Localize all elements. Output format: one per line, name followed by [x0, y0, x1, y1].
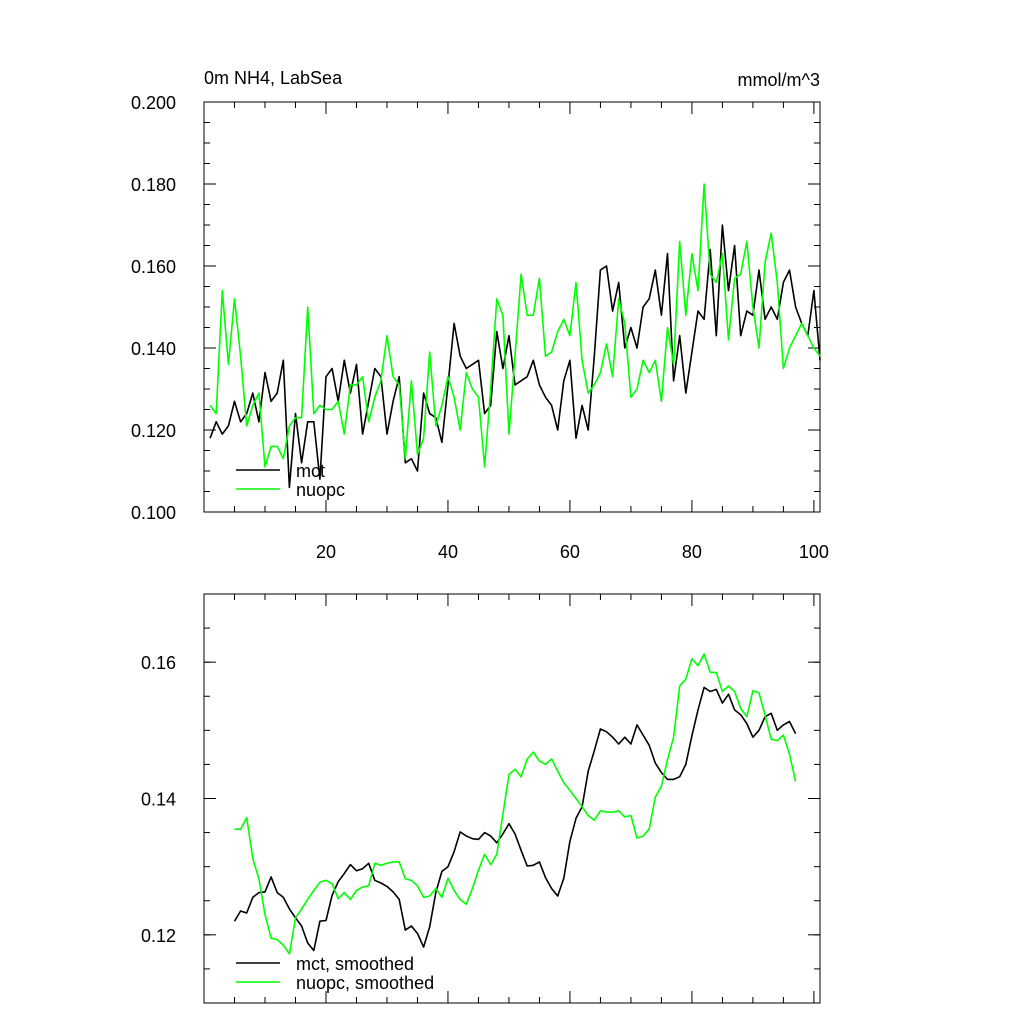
xtick-label: 60: [560, 542, 580, 562]
bottom-chart-ticks: 0.12 0.14 0.16: [141, 593, 820, 1004]
ytick-label: 0.100: [131, 503, 176, 523]
series-line-nuopc: [209, 183, 821, 468]
series-line-nuopc-smoothed: [234, 653, 797, 955]
ytick-label: 0.160: [131, 257, 176, 277]
ytick-label: 0.200: [131, 93, 176, 113]
xtick-label: 20: [316, 542, 336, 562]
legend-label-mct-smoothed: mct, smoothed: [296, 954, 414, 974]
ytick-label: 0.14: [141, 790, 176, 810]
top-chart-title: 0m NH4, LabSea: [204, 68, 343, 88]
xtick-label: 100: [799, 542, 829, 562]
xtick-label: 80: [682, 542, 702, 562]
legend-label-nuopc: nuopc: [296, 480, 345, 500]
legend-label-nuopc-smoothed: nuopc, smoothed: [296, 973, 434, 993]
top-chart-units: mmol/m^3: [738, 70, 820, 90]
ytick-label: 0.140: [131, 339, 176, 359]
series-line-mct-smoothed: [233, 686, 797, 952]
top-chart-panel: 0m NH4, LabSea mmol/m^3 0.1000.1200.1400…: [131, 68, 829, 562]
series-line-mct: [209, 224, 821, 489]
ytick-label: 0.120: [131, 421, 176, 441]
ytick-label: 0.180: [131, 175, 176, 195]
top-chart-ticks: 0.100 0.120 0.140 0.160 0.180 0.200 20 40 60 80 10…: [131, 93, 829, 562]
top-chart-series: [209, 183, 821, 489]
bottom-chart-legend: mct, smoothed nuopc, smoothed: [236, 954, 434, 993]
ytick-label: 0.12: [141, 926, 176, 946]
bottom-chart-panel: 0.12 0.14 0.16 mct, smoothed nuopc, smooth…: [141, 593, 821, 1004]
bottom-chart-series: [233, 653, 797, 955]
ytick-label: 0.16: [141, 653, 176, 673]
top-chart-legend: mct nuopc: [236, 461, 345, 500]
legend-label-mct: mct: [296, 461, 325, 481]
xtick-label: 40: [438, 542, 458, 562]
